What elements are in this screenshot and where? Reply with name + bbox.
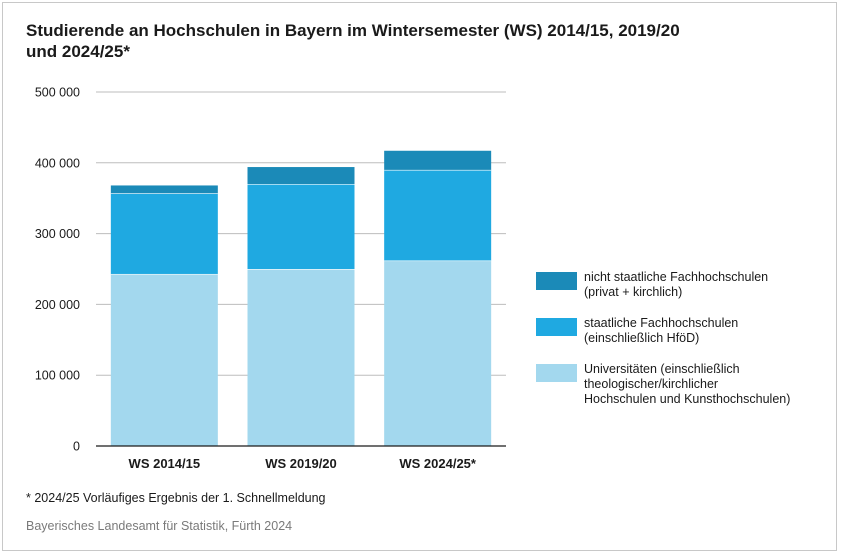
legend-swatch-universitaeten bbox=[536, 364, 577, 382]
chart-legend: nicht staatliche Fachhochschulen (privat… bbox=[536, 270, 836, 415]
footnote: * 2024/25 Vorläufiges Ergebnis der 1. Sc… bbox=[26, 491, 326, 505]
bar-segment bbox=[247, 184, 355, 269]
chart-title-line-2: und 2024/25* bbox=[26, 42, 130, 61]
legend-label-line: theologischer/kirchlicher bbox=[584, 377, 719, 391]
x-category-label: WS 2019/20 bbox=[265, 456, 337, 471]
legend-swatch-nicht-staatliche-fh bbox=[536, 272, 577, 290]
bar-segment bbox=[110, 193, 218, 274]
legend-label-line: nicht staatliche Fachhochschulen bbox=[584, 270, 769, 284]
legend-label-line: (einschließlich HföD) bbox=[584, 331, 700, 345]
source-note: Bayerisches Landesamt für Statistik, Für… bbox=[26, 519, 293, 533]
legend-label-line: Universitäten (einschließlich bbox=[584, 362, 740, 376]
bar-segment bbox=[384, 260, 492, 446]
bar-segment bbox=[247, 167, 355, 185]
y-tick-label: 500 000 bbox=[35, 86, 80, 100]
legend-label-line: (privat + kirchlich) bbox=[584, 285, 683, 299]
legend-item-staatliche-fh: staatliche Fachhochschulen (einschließli… bbox=[536, 316, 836, 346]
bar-segment bbox=[247, 269, 355, 446]
bar-segment bbox=[384, 169, 492, 261]
y-tick-label: 0 bbox=[73, 440, 80, 454]
y-tick-label: 400 000 bbox=[35, 156, 80, 170]
y-tick-label: 200 000 bbox=[35, 298, 80, 312]
y-tick-label: 100 000 bbox=[35, 369, 80, 383]
legend-label-line: staatliche Fachhochschulen bbox=[584, 316, 739, 330]
x-category-label: WS 2014/15 bbox=[129, 456, 201, 471]
bar-segment bbox=[110, 185, 218, 194]
x-category-label: WS 2024/25* bbox=[399, 456, 477, 471]
bar-segment bbox=[384, 150, 492, 170]
legend-item-universitaeten: Universitäten (einschließlich theologisc… bbox=[536, 362, 836, 407]
chart-title-line-1: Studierende an Hochschulen in Bayern im … bbox=[26, 21, 680, 40]
bar-segment bbox=[110, 273, 218, 446]
chart-title: Studierende an Hochschulen in Bayern im … bbox=[26, 20, 786, 62]
legend-label-line: Hochschulen und Kunsthochschulen) bbox=[584, 392, 791, 406]
y-tick-label: 300 000 bbox=[35, 227, 80, 241]
legend-item-nicht-staatliche-fh: nicht staatliche Fachhochschulen (privat… bbox=[536, 270, 836, 300]
legend-swatch-staatliche-fh bbox=[536, 318, 577, 336]
